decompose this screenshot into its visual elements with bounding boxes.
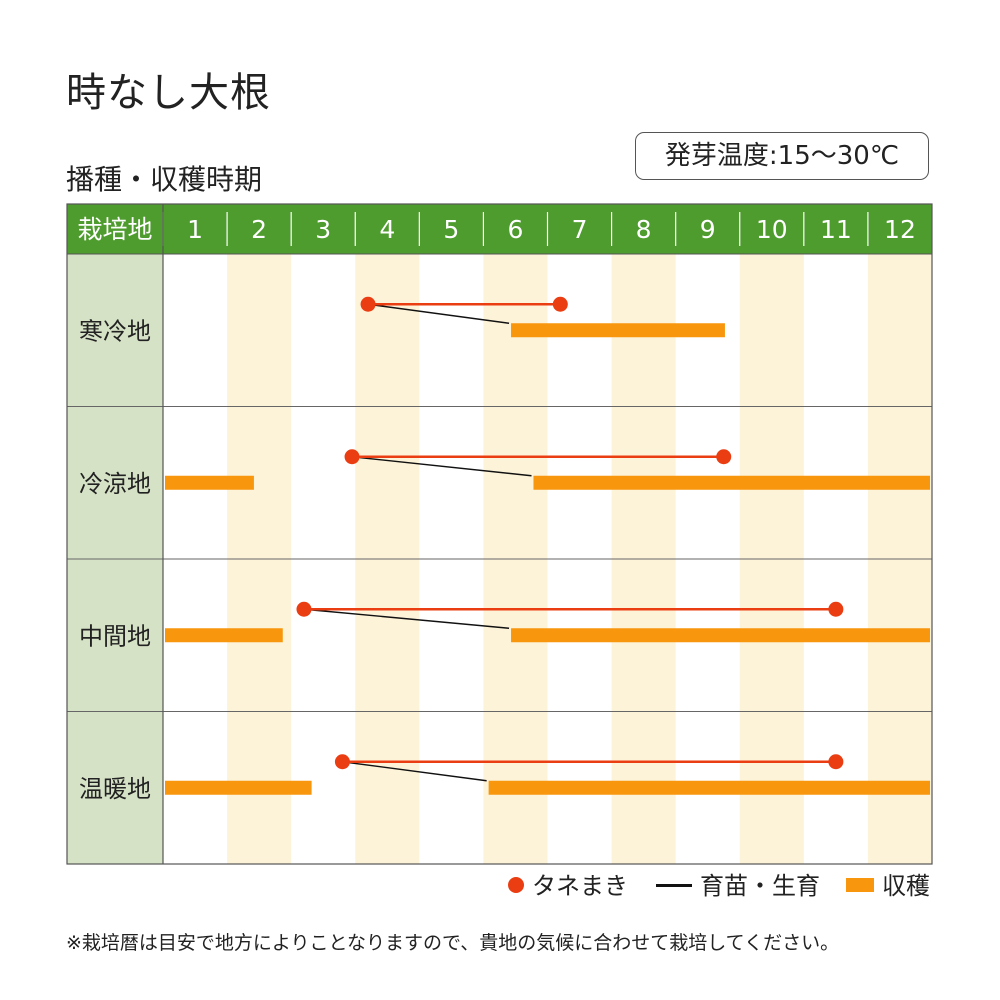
harvest-bar	[165, 628, 283, 643]
sowing-end-dot	[828, 601, 844, 617]
region-label: 中間地	[79, 622, 151, 650]
growth-line	[342, 761, 487, 782]
legend: タネまき 育苗・生育 収穫	[0, 868, 1000, 904]
region-label: 寒冷地	[79, 317, 151, 345]
month-tick-label: 5	[443, 215, 459, 244]
month-tick-label: 12	[884, 215, 916, 244]
legend-harvest: 収穫	[846, 868, 930, 904]
month-tick-label: 7	[572, 215, 588, 244]
legend-harvest-label: 収穫	[882, 872, 930, 900]
header-region-label: 栽培地	[77, 215, 152, 244]
growth-line-icon	[656, 883, 692, 887]
region-label: 温暖地	[79, 775, 151, 803]
legend-sowing-label: タネまき	[532, 872, 628, 900]
harvest-bar	[511, 628, 930, 643]
harvest-bar	[165, 780, 312, 795]
month-tick-label: 11	[820, 215, 852, 244]
sowing-start-dot	[334, 754, 350, 770]
sowing-end-dot	[552, 296, 568, 312]
legend-growth: 育苗・生育	[656, 868, 820, 904]
month-tick-label: 4	[379, 215, 395, 244]
sowing-start-dot	[360, 296, 376, 312]
growth-line	[351, 456, 532, 477]
harvest-bar	[488, 780, 930, 795]
chart-title: 時なし大根	[66, 70, 271, 116]
sowing-dot-icon	[508, 877, 524, 893]
footnote: ※栽培暦は目安で地方によりことなりますので、貴地の気候に合わせて栽培してください…	[66, 932, 840, 954]
month-tick-label: 10	[756, 215, 788, 244]
chart-border	[66, 203, 933, 865]
month-tick-label: 9	[700, 215, 716, 244]
sowing-start-dot	[296, 601, 312, 617]
harvest-bar-icon	[846, 878, 874, 892]
region-label: 冷涼地	[79, 470, 151, 498]
month-tick-label: 3	[315, 215, 331, 244]
sowing-end-dot	[716, 449, 732, 465]
harvest-bar	[165, 475, 254, 490]
germination-temp-badge: 発芽温度:15〜30℃	[635, 132, 929, 180]
legend-sowing: タネまき	[508, 868, 628, 904]
month-tick-label: 6	[508, 215, 524, 244]
harvest-bar	[533, 475, 930, 490]
legend-growth-label: 育苗・生育	[700, 872, 820, 900]
chart-subtitle: 播種・収穫時期	[66, 163, 263, 196]
header-row	[67, 204, 932, 254]
month-tick-label: 1	[187, 215, 203, 244]
growth-line	[303, 608, 510, 629]
harvest-bar	[511, 323, 725, 338]
growth-line	[367, 303, 510, 324]
sowing-start-dot	[344, 449, 360, 465]
month-tick-label: 2	[251, 215, 267, 244]
month-tick-label: 8	[636, 215, 652, 244]
sowing-end-dot	[828, 754, 844, 770]
